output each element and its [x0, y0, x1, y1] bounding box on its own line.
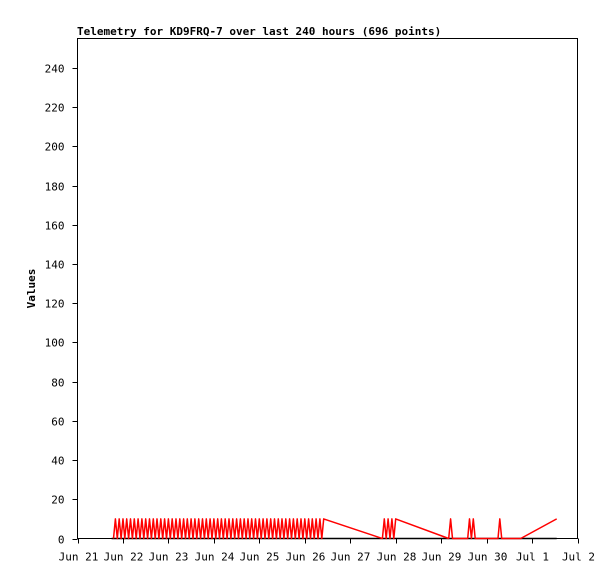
- x-tick-label-jul-2: Jul 2: [562, 551, 595, 564]
- x-tick-label-jun-29: Jun 29: [422, 551, 462, 564]
- y-tick-label-220: 220: [45, 102, 65, 115]
- series-layer: [111, 518, 558, 540]
- x-axis: Jun 21 Jun 22 Jun 23 Jun 24 Jun 25 Jun 26 Jun …: [59, 538, 595, 564]
- y-tick-label-180: 180: [45, 181, 65, 194]
- y-tick-label-200: 200: [45, 141, 65, 154]
- x-tick-label-jun-30: Jun 30: [468, 551, 508, 564]
- x-tick-label-jun-24: Jun 24: [195, 551, 235, 564]
- chart-title: Telemetry for KD9FRQ-7 over last 240 hou…: [77, 25, 441, 38]
- x-tick-label-jun-27: Jun 27: [331, 551, 371, 564]
- x-tick-label-jun-21: Jun 21: [59, 551, 99, 564]
- y-tick-label-0: 0: [58, 534, 65, 547]
- y-axis: 0 20 40 60 80 100 120 140 160 180 200 220 240: [45, 63, 78, 547]
- x-tick-label-jul-1: Jul 1: [516, 551, 549, 564]
- x-tick-label-jun-28: Jun 28: [377, 551, 417, 564]
- y-tick-label-120: 120: [45, 298, 65, 311]
- y-tick-label-80: 80: [51, 377, 64, 390]
- x-tick-label-jun-23: Jun 23: [149, 551, 189, 564]
- x-tick-label-jun-25: Jun 25: [240, 551, 280, 564]
- y-tick-label-60: 60: [51, 416, 64, 429]
- y-tick-label-240: 240: [45, 63, 65, 76]
- y-tick-label-140: 140: [45, 259, 65, 272]
- series-line-1: [112, 518, 558, 540]
- y-tick-label-160: 160: [45, 220, 65, 233]
- x-tick-label-jun-22: Jun 22: [104, 551, 144, 564]
- y-tick-label-100: 100: [45, 337, 65, 350]
- y-tick-label-40: 40: [51, 455, 64, 468]
- x-tick-label-jun-26: Jun 26: [286, 551, 326, 564]
- y-tick-label-20: 20: [51, 494, 64, 507]
- y-axis-label: Values: [25, 269, 38, 309]
